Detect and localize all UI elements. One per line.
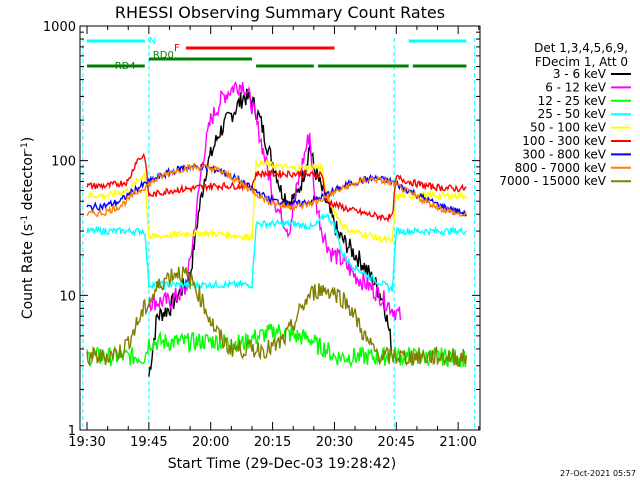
y-axis-label-sup1: -1	[20, 215, 30, 224]
y-tick-label-0: 1	[68, 424, 76, 439]
generated-timestamp: 27-Oct-2021 05:57	[560, 469, 636, 478]
y-axis-label-sup2: -1	[20, 142, 30, 151]
x-tick-label-4: 20:30	[316, 435, 353, 450]
flag-label-rd0: RD0	[153, 50, 174, 61]
x-tick-label-6: 21:00	[439, 435, 476, 450]
x-tick-label-1: 19:45	[130, 435, 167, 450]
series-line-4	[86, 213, 467, 294]
plot-area	[82, 38, 476, 430]
legend-label-1: 3 - 6 keV	[553, 67, 607, 81]
legend: Det 1,3,4,5,6,9, FDecim 1, Att 0 3 - 6 k…	[499, 41, 631, 188]
series-line-6	[86, 152, 467, 223]
y-tick-label-2: 100	[51, 155, 76, 170]
legend-header-line1: Det 1,3,4,5,6,9,	[534, 41, 628, 55]
series-line-8	[86, 162, 468, 218]
x-axis-label: Start Time (29-Dec-03 19:28:42)	[168, 456, 396, 472]
y-axis-label: Count Rate (s-1 detector-1)	[20, 137, 36, 319]
chart-title: RHESSI Observing Summary Count Rates	[115, 3, 445, 22]
flag-label-n: N	[149, 36, 156, 47]
flag-label-f: F	[174, 43, 180, 54]
legend-label-8: 800 - 7000 keV	[515, 161, 607, 175]
y-axis-label-part3: )	[20, 137, 36, 142]
series-line-9	[86, 266, 468, 368]
legend-label-9: 7000 - 15000 keV	[499, 174, 606, 188]
y-tick-label-3: 1000	[43, 20, 76, 35]
plot-frame	[79, 25, 481, 431]
legend-label-2: 6 - 12 keV	[545, 80, 607, 94]
series-group	[86, 80, 468, 377]
x-tick-label-3: 20:15	[254, 435, 291, 450]
legend-label-4: 25 - 50 keV	[538, 107, 607, 121]
legend-header-line2: FDecim 1, Att 0	[535, 55, 628, 69]
flag-label-rd4: RD4	[115, 61, 136, 72]
series-line-7	[86, 162, 467, 218]
legend-label-6: 100 - 300 keV	[522, 134, 606, 148]
legend-label-5: 50 - 100 keV	[530, 121, 607, 135]
x-tick-label-0: 19:30	[68, 435, 105, 450]
series-line-2	[148, 80, 402, 321]
axes: 19:30 19:45 20:00 20:15 20:30 20:45 21:00 1 10 10…	[43, 20, 481, 450]
legend-label-7: 300 - 800 keV	[522, 147, 606, 161]
y-axis-label-part1: Count Rate (s	[20, 224, 36, 319]
x-tick-label-2: 20:00	[192, 435, 229, 450]
series-line-3	[86, 323, 468, 368]
series-line-5	[87, 158, 467, 244]
legend-label-3: 12 - 25 keV	[538, 94, 607, 108]
y-axis-label-part2: detector	[20, 151, 36, 215]
x-tick-label-5: 20:45	[378, 435, 415, 450]
y-tick-label-1: 10	[59, 289, 76, 304]
